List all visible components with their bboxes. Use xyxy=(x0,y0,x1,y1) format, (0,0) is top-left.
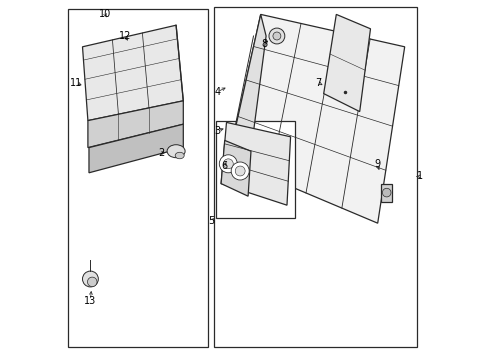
Polygon shape xyxy=(88,101,183,148)
Polygon shape xyxy=(228,14,265,173)
Circle shape xyxy=(272,32,280,40)
Text: 2: 2 xyxy=(158,148,164,158)
Polygon shape xyxy=(89,124,183,173)
Text: 4: 4 xyxy=(214,87,220,97)
Text: 3: 3 xyxy=(214,126,220,136)
Circle shape xyxy=(268,28,284,44)
Bar xyxy=(213,7,416,347)
Bar xyxy=(215,121,294,218)
Text: 12: 12 xyxy=(119,31,131,41)
Polygon shape xyxy=(323,14,370,112)
Circle shape xyxy=(382,188,390,197)
Bar xyxy=(68,9,208,347)
Circle shape xyxy=(82,271,98,287)
Text: 11: 11 xyxy=(70,78,82,88)
Polygon shape xyxy=(381,184,391,202)
Text: 7: 7 xyxy=(315,78,321,88)
Polygon shape xyxy=(228,14,404,223)
Text: 5: 5 xyxy=(208,216,214,226)
Text: 10: 10 xyxy=(99,9,111,19)
Circle shape xyxy=(223,159,233,169)
Circle shape xyxy=(231,162,249,180)
Polygon shape xyxy=(221,140,250,196)
Text: 13: 13 xyxy=(84,296,96,306)
Circle shape xyxy=(87,277,97,287)
Text: 1: 1 xyxy=(416,171,422,181)
Circle shape xyxy=(235,166,244,176)
Text: 9: 9 xyxy=(373,159,379,169)
Polygon shape xyxy=(221,122,290,205)
Polygon shape xyxy=(82,25,183,121)
Ellipse shape xyxy=(175,152,184,159)
Text: 6: 6 xyxy=(221,161,226,171)
Ellipse shape xyxy=(167,145,185,158)
Circle shape xyxy=(219,155,237,173)
Text: 8: 8 xyxy=(261,39,267,49)
